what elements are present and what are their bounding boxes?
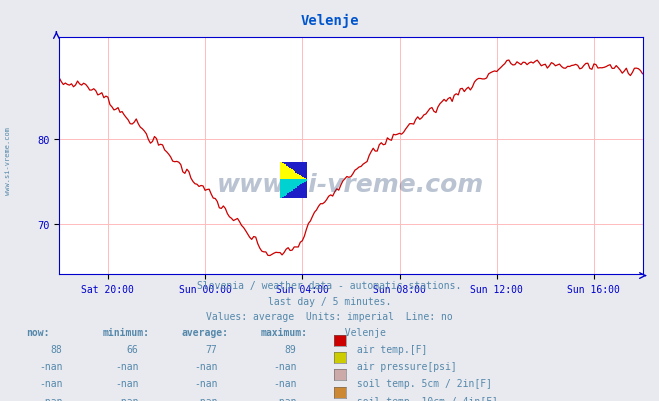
Text: -nan: -nan [39, 361, 63, 371]
Text: Values: average  Units: imperial  Line: no: Values: average Units: imperial Line: no [206, 311, 453, 321]
Text: average:: average: [181, 327, 228, 337]
Text: 66: 66 [127, 344, 138, 354]
Text: now:: now: [26, 327, 50, 337]
Text: 88: 88 [51, 344, 63, 354]
Text: -nan: -nan [39, 379, 63, 389]
Text: -nan: -nan [115, 379, 138, 389]
Text: -nan: -nan [273, 396, 297, 401]
Text: -nan: -nan [115, 396, 138, 401]
Text: -nan: -nan [39, 396, 63, 401]
Text: air temp.[F]: air temp.[F] [351, 344, 427, 354]
Text: 77: 77 [206, 344, 217, 354]
Text: soil temp. 10cm / 4in[F]: soil temp. 10cm / 4in[F] [351, 396, 498, 401]
Text: -nan: -nan [194, 361, 217, 371]
Text: www.si-vreme.com: www.si-vreme.com [5, 126, 11, 194]
Text: -nan: -nan [194, 396, 217, 401]
Text: Velenje: Velenje [333, 327, 386, 337]
Text: www.si-vreme.com: www.si-vreme.com [217, 173, 484, 197]
Text: -nan: -nan [115, 361, 138, 371]
Text: last day / 5 minutes.: last day / 5 minutes. [268, 296, 391, 306]
Text: 89: 89 [285, 344, 297, 354]
Text: -nan: -nan [273, 361, 297, 371]
Text: air pressure[psi]: air pressure[psi] [351, 361, 456, 371]
Text: maximum:: maximum: [260, 327, 307, 337]
Text: Velenje: Velenje [301, 14, 358, 28]
Text: minimum:: minimum: [102, 327, 149, 337]
Text: soil temp. 5cm / 2in[F]: soil temp. 5cm / 2in[F] [351, 379, 492, 389]
Text: -nan: -nan [273, 379, 297, 389]
Text: -nan: -nan [194, 379, 217, 389]
Text: Slovenia / weather data - automatic stations.: Slovenia / weather data - automatic stat… [197, 281, 462, 291]
